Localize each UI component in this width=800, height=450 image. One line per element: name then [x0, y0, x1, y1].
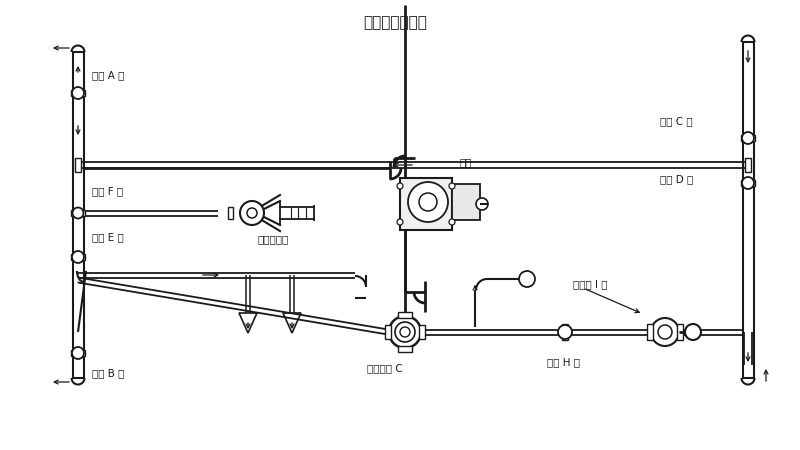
Text: 水泵: 水泵 [460, 157, 473, 167]
Circle shape [397, 219, 403, 225]
Circle shape [742, 177, 754, 189]
Bar [400, 178, 452, 230]
Circle shape [519, 271, 535, 287]
Circle shape [400, 327, 410, 337]
Circle shape [395, 322, 415, 342]
Bar [227, 207, 233, 219]
Text: 洒水炮出口: 洒水炮出口 [257, 234, 288, 244]
Circle shape [476, 198, 488, 210]
Circle shape [419, 193, 437, 211]
Circle shape [558, 325, 572, 339]
Bar [419, 325, 425, 339]
Bar [71, 90, 85, 96]
Text: 消防栓 I 关: 消防栓 I 关 [573, 279, 607, 289]
Bar [385, 325, 391, 339]
Circle shape [651, 318, 679, 346]
Text: 球阀 C 开: 球阀 C 开 [660, 116, 693, 126]
Bar [71, 350, 85, 356]
Text: 洒水、浇灌花木: 洒水、浇灌花木 [363, 15, 427, 30]
Bar [398, 312, 412, 318]
Text: 球阀 E 开: 球阀 E 开 [92, 232, 124, 242]
Circle shape [72, 87, 84, 99]
Bar [71, 254, 85, 260]
Circle shape [240, 201, 264, 225]
Bar [745, 158, 751, 172]
Circle shape [449, 183, 455, 189]
Bar [741, 180, 755, 186]
Text: 球阀 B 开: 球阀 B 开 [92, 368, 124, 378]
Circle shape [742, 132, 754, 144]
Circle shape [408, 182, 448, 222]
Text: 球阀 F 关: 球阀 F 关 [92, 186, 123, 196]
Text: 球阀 H 关: 球阀 H 关 [547, 357, 580, 367]
Bar [398, 346, 412, 352]
Bar [71, 210, 85, 216]
Bar [677, 324, 683, 340]
Text: 球阀 A 开: 球阀 A 开 [92, 70, 124, 80]
Text: 三通球阀 C: 三通球阀 C [367, 363, 402, 373]
Bar [452, 184, 480, 220]
Circle shape [658, 325, 672, 339]
Circle shape [389, 316, 421, 348]
Circle shape [72, 251, 84, 263]
Circle shape [397, 183, 403, 189]
Circle shape [72, 347, 84, 359]
Circle shape [449, 219, 455, 225]
Bar [75, 158, 81, 172]
Bar [562, 324, 568, 340]
Circle shape [73, 207, 83, 219]
Text: 球阀 D 开: 球阀 D 开 [660, 174, 694, 184]
Bar [741, 135, 755, 141]
Circle shape [685, 324, 701, 340]
Bar [647, 324, 653, 340]
Circle shape [247, 208, 257, 218]
